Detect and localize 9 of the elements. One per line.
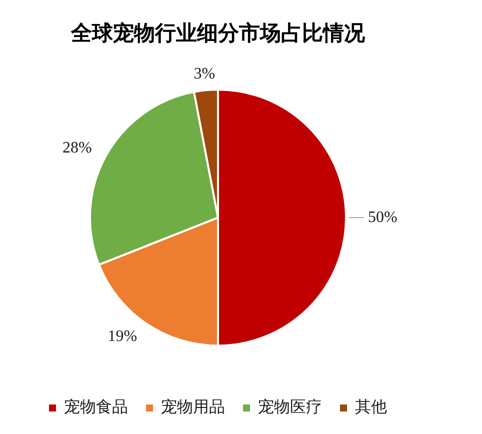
data-label: 28% <box>62 139 92 156</box>
chart-title: 全球宠物行业细分市场占比情况 <box>70 21 366 46</box>
legend-label: 宠物用品 <box>161 398 225 416</box>
data-label: 19% <box>108 328 138 345</box>
data-label: 50% <box>368 208 398 226</box>
data-label: 3% <box>194 65 216 82</box>
legend-label: 宠物食品 <box>64 398 128 416</box>
legend-label: 其他 <box>355 398 387 416</box>
legend-label: 宠物医疗 <box>258 398 322 416</box>
